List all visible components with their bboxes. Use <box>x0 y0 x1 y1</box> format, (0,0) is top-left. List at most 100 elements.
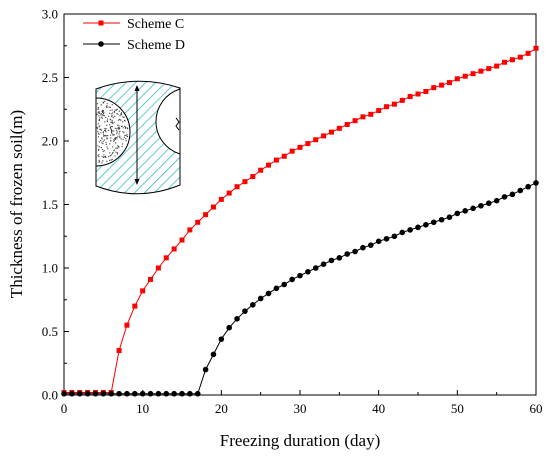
data-point-scheme-d <box>179 390 185 397</box>
data-point-scheme-d <box>360 244 366 251</box>
speckle-dot <box>114 111 116 113</box>
speckle-dot <box>120 138 122 140</box>
data-point-scheme-d <box>171 390 177 397</box>
speckle-dot <box>98 126 100 128</box>
data-point-scheme-c <box>305 141 311 147</box>
speckle-dot <box>111 132 113 134</box>
arrow-head-top <box>134 85 140 91</box>
data-point-scheme-d <box>139 390 146 397</box>
data-point-scheme-c <box>352 118 358 124</box>
data-point-scheme-d <box>116 390 122 397</box>
y-tick-label: 2.5 <box>42 70 58 85</box>
speckle-dot <box>101 111 104 114</box>
data-point-scheme-c <box>533 45 539 51</box>
speckle-dot <box>115 142 117 144</box>
data-point-scheme-c <box>328 129 334 135</box>
data-point-scheme-c <box>399 97 405 103</box>
data-point-scheme-d <box>493 197 500 204</box>
data-point-scheme-d <box>202 366 209 373</box>
speckle-dot <box>110 140 112 142</box>
speckle-dot <box>103 115 105 117</box>
speckle-dot <box>103 112 105 115</box>
speckle-dot <box>116 112 118 115</box>
data-point-scheme-c <box>446 80 452 86</box>
plot-frame <box>63 13 537 396</box>
speckle-dot <box>119 115 121 117</box>
data-point-scheme-d <box>328 257 335 264</box>
data-point-scheme-c <box>313 137 319 143</box>
x-tick-label: 20 <box>215 401 228 416</box>
data-point-scheme-d <box>84 390 91 397</box>
speckle-dot <box>109 152 111 154</box>
speckle-dot <box>125 135 127 137</box>
y-tick-label: 0.0 <box>42 388 58 403</box>
data-point-scheme-c <box>478 68 484 74</box>
speckle-dot <box>101 110 103 113</box>
speckle-dot <box>98 148 100 150</box>
speckle-dot <box>103 139 105 141</box>
speckle-dot <box>98 161 100 163</box>
data-point-scheme-c <box>210 204 216 210</box>
speckle-dot <box>101 138 103 140</box>
speckle-dot <box>104 135 106 137</box>
speckle-dot <box>110 127 112 129</box>
data-point-scheme-c <box>242 179 248 185</box>
speckle-dot <box>122 143 124 145</box>
speckle-dot <box>118 127 120 129</box>
speckle-dot <box>112 112 114 114</box>
speckle-dot <box>104 121 106 123</box>
data-point-scheme-c <box>258 167 264 173</box>
data-point-scheme-c <box>140 288 146 294</box>
speckle-dot <box>116 108 118 110</box>
speckle-dot <box>109 143 111 145</box>
data-point-scheme-c <box>234 184 240 190</box>
speckle-dot <box>116 137 118 139</box>
speckle-dot <box>98 111 100 113</box>
data-point-scheme-c <box>431 85 437 91</box>
data-point-scheme-d <box>210 351 217 358</box>
data-point-scheme-c <box>124 322 130 328</box>
data-point-scheme-d <box>76 390 83 397</box>
break-mark <box>175 117 180 131</box>
data-point-scheme-c <box>163 255 169 261</box>
frozen-pipe-right <box>155 88 181 155</box>
speckle-dot <box>109 109 111 111</box>
speckle-dot <box>115 151 117 153</box>
speckle-dot <box>114 109 116 111</box>
data-point-scheme-d <box>478 202 484 209</box>
speckle-dot <box>105 143 107 146</box>
speckle-dot <box>126 134 128 136</box>
speckle-dot <box>103 154 105 156</box>
speckle-dot <box>118 125 120 127</box>
speckle-dot <box>124 127 127 129</box>
speckle-dot <box>109 159 111 161</box>
speckle-dot <box>105 128 107 130</box>
speckle-dot <box>105 135 107 137</box>
speckle-dot <box>111 158 113 160</box>
y-tick-label: 2.0 <box>42 134 58 149</box>
speckle-dot <box>103 156 105 158</box>
data-point-scheme-d <box>312 265 319 271</box>
data-point-scheme-d <box>415 224 421 231</box>
speckle-dot <box>104 129 106 131</box>
speckle-dot <box>114 155 116 157</box>
speckle-dot <box>97 108 99 111</box>
data-point-scheme-c <box>423 88 429 94</box>
speckle-dot <box>108 129 110 132</box>
data-point-scheme-c <box>454 76 460 82</box>
speckle-dot <box>109 155 111 157</box>
speckle-dot <box>122 121 124 123</box>
speckle-dot <box>97 107 99 109</box>
speckle-dot <box>98 133 100 135</box>
data-point-scheme-d <box>391 233 398 240</box>
speckle-dot <box>101 142 103 144</box>
data-point-scheme-c <box>171 246 177 252</box>
speckle-dot <box>118 110 120 112</box>
speckle-dot <box>117 119 120 121</box>
data-point-scheme-c <box>195 219 201 225</box>
speckle-dot <box>102 134 105 136</box>
data-point-scheme-c <box>218 196 224 202</box>
speckle-dot <box>120 112 123 114</box>
speckle-dot <box>102 114 104 116</box>
speckle-dot <box>120 119 122 121</box>
